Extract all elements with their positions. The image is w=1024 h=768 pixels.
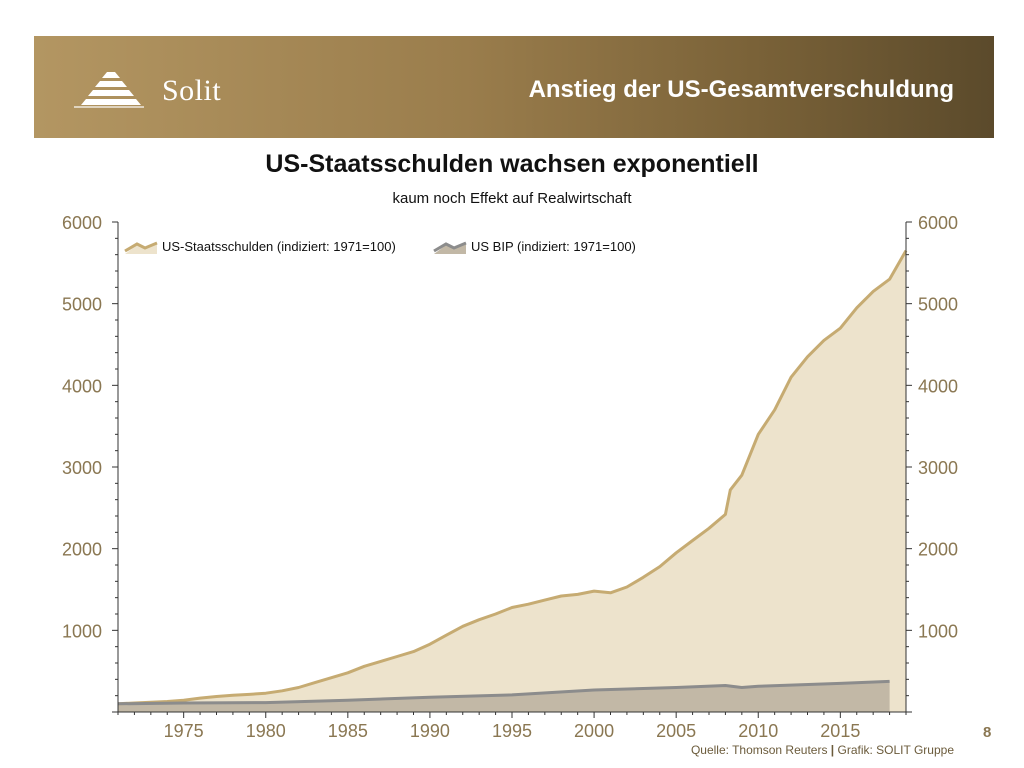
y-tick-label-left: 5000 xyxy=(62,295,102,315)
legend-gdp-label: US BIP (indiziert: 1971=100) xyxy=(471,239,636,254)
y-tick-label-left: 1000 xyxy=(62,621,102,641)
y-tick-label-right: 3000 xyxy=(918,458,958,478)
y-tick-label-right: 5000 xyxy=(918,295,958,315)
solit-pyramid-logo-icon xyxy=(74,72,144,108)
source-separator: | xyxy=(830,743,835,757)
chart-title: US-Staatsschulden wachsen exponentiell xyxy=(265,150,759,178)
x-tick-label: 2015 xyxy=(820,721,860,741)
legend-debt-label: US-Staatsschulden (indiziert: 1971=100) xyxy=(162,239,396,254)
x-tick-label: 2005 xyxy=(656,721,696,741)
gdp-line xyxy=(117,679,890,706)
x-tick-label: 1985 xyxy=(328,721,368,741)
legend-debt-icon-fill xyxy=(125,244,157,254)
y-tick-label-right: 2000 xyxy=(918,540,958,560)
x-tick-label: 1990 xyxy=(410,721,450,741)
legend-debt-icon-line xyxy=(124,241,158,253)
x-tick-label: 1975 xyxy=(164,721,204,741)
debt-line xyxy=(117,249,908,706)
x-tick-label: 2010 xyxy=(738,721,778,741)
x-tick-label: 1980 xyxy=(246,721,286,741)
legend-gdp-icon-line xyxy=(433,241,467,253)
gdp-area xyxy=(118,681,890,712)
brand-name: Solit xyxy=(162,74,222,107)
source-right: Grafik: SOLIT Gruppe xyxy=(837,743,955,757)
legend-gdp-icon-fill xyxy=(434,244,466,254)
y-tick-label-left: 4000 xyxy=(62,376,102,396)
y-tick-label-left: 2000 xyxy=(62,540,102,560)
y-tick-label-right: 4000 xyxy=(918,376,958,396)
debt-area xyxy=(118,250,906,712)
source-left: Quelle: Thomson Reuters xyxy=(690,743,828,757)
x-tick-label: 1995 xyxy=(492,721,532,741)
y-tick-label-right: 6000 xyxy=(918,213,958,233)
y-tick-label-right: 1000 xyxy=(918,621,958,641)
header-banner: Solit Anstieg der US-Gesamtverschuldung xyxy=(34,36,994,138)
y-tick-label-left: 3000 xyxy=(62,458,102,478)
source-note: Quelle: Thomson Reuters | Grafik: SOLIT … xyxy=(691,743,954,757)
chart-subtitle: kaum noch Effekt auf Realwirtschaft xyxy=(392,190,632,207)
x-tick-label: 2000 xyxy=(574,721,614,741)
page-title: Anstieg der US-Gesamtverschuldung xyxy=(528,76,954,103)
page-number: 8 xyxy=(983,724,992,741)
y-tick-label-left: 6000 xyxy=(62,213,102,233)
